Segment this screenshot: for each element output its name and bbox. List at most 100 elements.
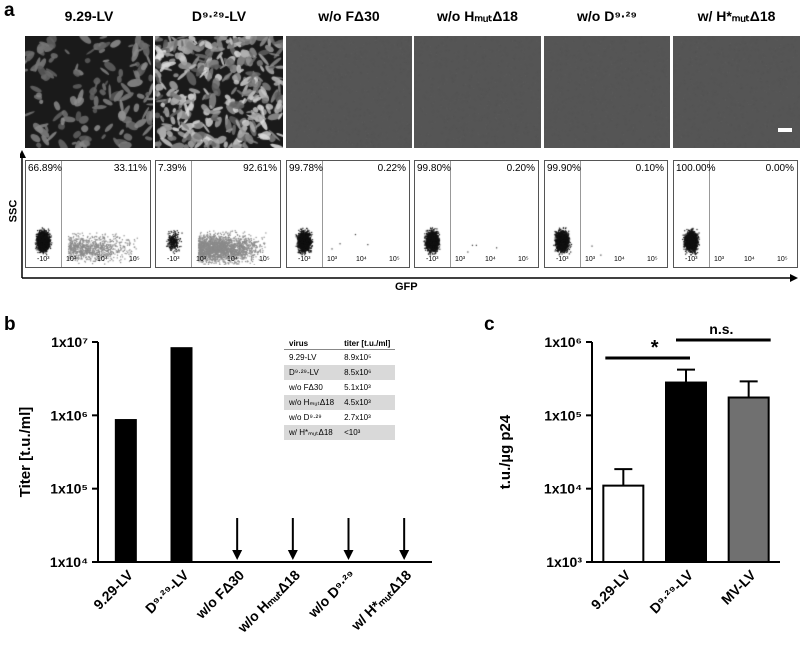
arrow-head: [287, 550, 298, 560]
gfp-positive-percent: 92.61%: [243, 163, 277, 174]
column-title: w/ H*ₘᵤₜΔ18: [697, 8, 776, 24]
flow-x-tick: 10⁵: [389, 256, 400, 263]
flow-scatter: [27, 173, 151, 265]
flow-scatter: [157, 173, 281, 265]
microscopy-image: [414, 36, 541, 148]
gfp-positive-percent: 0.20%: [506, 163, 535, 174]
titer-table-header-virus: virus: [284, 338, 340, 350]
panel-b-y-tick-label: 1x10⁵: [50, 481, 88, 497]
panel-b-x-label: w/o FΔ30: [192, 567, 248, 623]
flow-x-tick: 10³: [455, 256, 466, 263]
panel-c-y-axis-label: t.u./µg p24: [497, 414, 514, 489]
gfp-negative-percent: 100.00%: [676, 163, 716, 174]
titer-table-row: 9.29-LV 8.9x10⁵: [284, 350, 395, 366]
panel-a-axes: [20, 150, 798, 282]
flow-x-tick: 10⁴: [485, 256, 496, 263]
flow-x-tick: 10³: [714, 256, 725, 263]
flow-x-tick: 10⁴: [614, 256, 625, 263]
panel-b-x-label: D⁹·²⁹-LV: [142, 566, 192, 616]
ssc-axis-label: SSC: [7, 199, 20, 223]
panel-b-x-label: w/o D⁹·²⁹: [304, 567, 358, 621]
gfp-positive-percent: 0.22%: [377, 163, 406, 174]
flow-x-tick: 10³: [585, 256, 596, 263]
flow-plot: 99.90% 0.10% -10³ 10³ 10⁴ 10⁵: [544, 160, 668, 268]
gfp-negative-percent: 99.78%: [289, 163, 323, 174]
sig-ns: n.s.: [709, 321, 733, 337]
microscopy-image: [286, 36, 412, 148]
flow-x-tick: 10⁴: [744, 256, 755, 263]
sig-star: *: [651, 337, 659, 359]
flow-x-tick: 10⁴: [97, 256, 108, 263]
panel-b-label: b: [4, 314, 16, 335]
bar: [602, 484, 645, 564]
flow-x-tick: 10⁵: [777, 256, 788, 263]
panel-b-x-label: 9.29-LV: [90, 566, 136, 612]
titer-virus-cell: w/o FΔ30: [289, 383, 323, 392]
titer-virus-cell: 9.29-LV: [289, 353, 317, 362]
panel-c-x-label: 9.29-LV: [588, 566, 634, 612]
titer-table-row: w/o D⁹·²⁹ 2.7x10³: [284, 410, 395, 425]
flow-scatter: [675, 173, 798, 265]
titer-table-row: w/o FΔ30 5.1x10³: [284, 380, 395, 395]
flow-scatter: [546, 173, 668, 265]
column-title: w/o FΔ30: [318, 8, 380, 24]
flow-x-tick: 10³: [66, 256, 77, 263]
flow-plot: 100.00% 0.00% -10³ 10³ 10⁴ 10⁵: [673, 160, 798, 268]
flow-scatter: [416, 173, 539, 265]
flow-plot: 66.89% 33.11% -10³ 10³ 10⁴ 10⁵: [25, 160, 151, 268]
flow-x-tick: -10³: [685, 256, 698, 263]
flow-x-tick: 10³: [196, 256, 207, 263]
panel-c-y-tick-label: 1x10⁴: [544, 481, 582, 497]
flow-x-tick: 10⁵: [647, 256, 658, 263]
panel-c-label: c: [484, 314, 495, 335]
titer-value-cell: 2.7x10³: [344, 413, 371, 422]
microscopy-image: [25, 36, 153, 148]
titer-value-cell: 8.9x10⁵: [344, 353, 372, 362]
panel-a-label: a: [4, 0, 15, 21]
titer-table-header-titer: titer [t.u./ml]: [339, 338, 396, 350]
titer-value-cell: <10³: [339, 425, 396, 440]
panel-b-y-axis-label: Titer [t.u./ml]: [17, 407, 34, 498]
panel-c-x-label: MV-LV: [718, 566, 759, 607]
titer-value-cell: 4.5x10³: [339, 395, 396, 410]
flow-x-tick: 10⁵: [259, 256, 270, 263]
gfp-negative-percent: 66.89%: [28, 163, 62, 174]
titer-virus-cell: D⁹·²⁹-LV: [284, 365, 340, 380]
flow-x-tick: -10³: [556, 256, 569, 263]
flow-x-tick: -10³: [426, 256, 439, 263]
microscopy-image: [155, 36, 283, 148]
titer-virus-cell: w/o D⁹·²⁹: [289, 413, 322, 422]
flow-x-tick: -10³: [37, 256, 50, 263]
titer-virus-cell: w/ H*ₘᵤₜΔ18: [284, 425, 340, 440]
arrow-head: [232, 550, 243, 560]
titer-table-row: D⁹·²⁹-LV 8.5x10⁶: [284, 365, 396, 380]
titer-table: virus titer [t.u./ml] 9.29-LV 8.9x10⁵ D⁹·²…: [284, 338, 396, 440]
column-title: D⁹·²⁹-LV: [191, 8, 247, 24]
flow-x-tick: -10³: [167, 256, 180, 263]
titer-table-row: w/ H*ₘᵤₜΔ18 <10³: [284, 425, 396, 440]
gfp-axis-label: GFP: [395, 281, 418, 293]
scale-bar: [778, 128, 792, 132]
flow-plot: 7.39% 92.61% -10³ 10³ 10⁴ 10⁵: [155, 160, 281, 268]
bar: [114, 419, 137, 562]
microscopy-image: [544, 36, 670, 148]
titer-virus-cell: w/o HₘᵤₜΔ18: [284, 395, 340, 410]
flow-x-tick: 10⁵: [129, 256, 140, 263]
gfp-positive-percent: 33.11%: [113, 163, 147, 174]
gfp-negative-percent: 7.39%: [158, 163, 187, 174]
panel-c-y-tick-label: 1x10⁶: [544, 334, 582, 350]
arrow-head: [399, 550, 410, 560]
bar: [727, 396, 770, 563]
panel-b-y-tick-label: 1x10⁷: [51, 334, 88, 350]
titer-value-cell: 8.5x10⁶: [339, 365, 396, 380]
column-title: 9.29-LV: [64, 8, 114, 24]
gfp-positive-percent: 0.00%: [765, 163, 794, 174]
titer-value-cell: 5.1x10³: [344, 383, 371, 392]
flow-scatter: [288, 173, 410, 265]
flow-x-tick: 10⁴: [227, 256, 238, 263]
flow-plot: 99.80% 0.20% -10³ 10³ 10⁴ 10⁵: [414, 160, 539, 268]
panel-c-y-tick-label: 1x10³: [546, 554, 582, 570]
bar: [665, 381, 707, 563]
arrow-head: [343, 550, 354, 560]
